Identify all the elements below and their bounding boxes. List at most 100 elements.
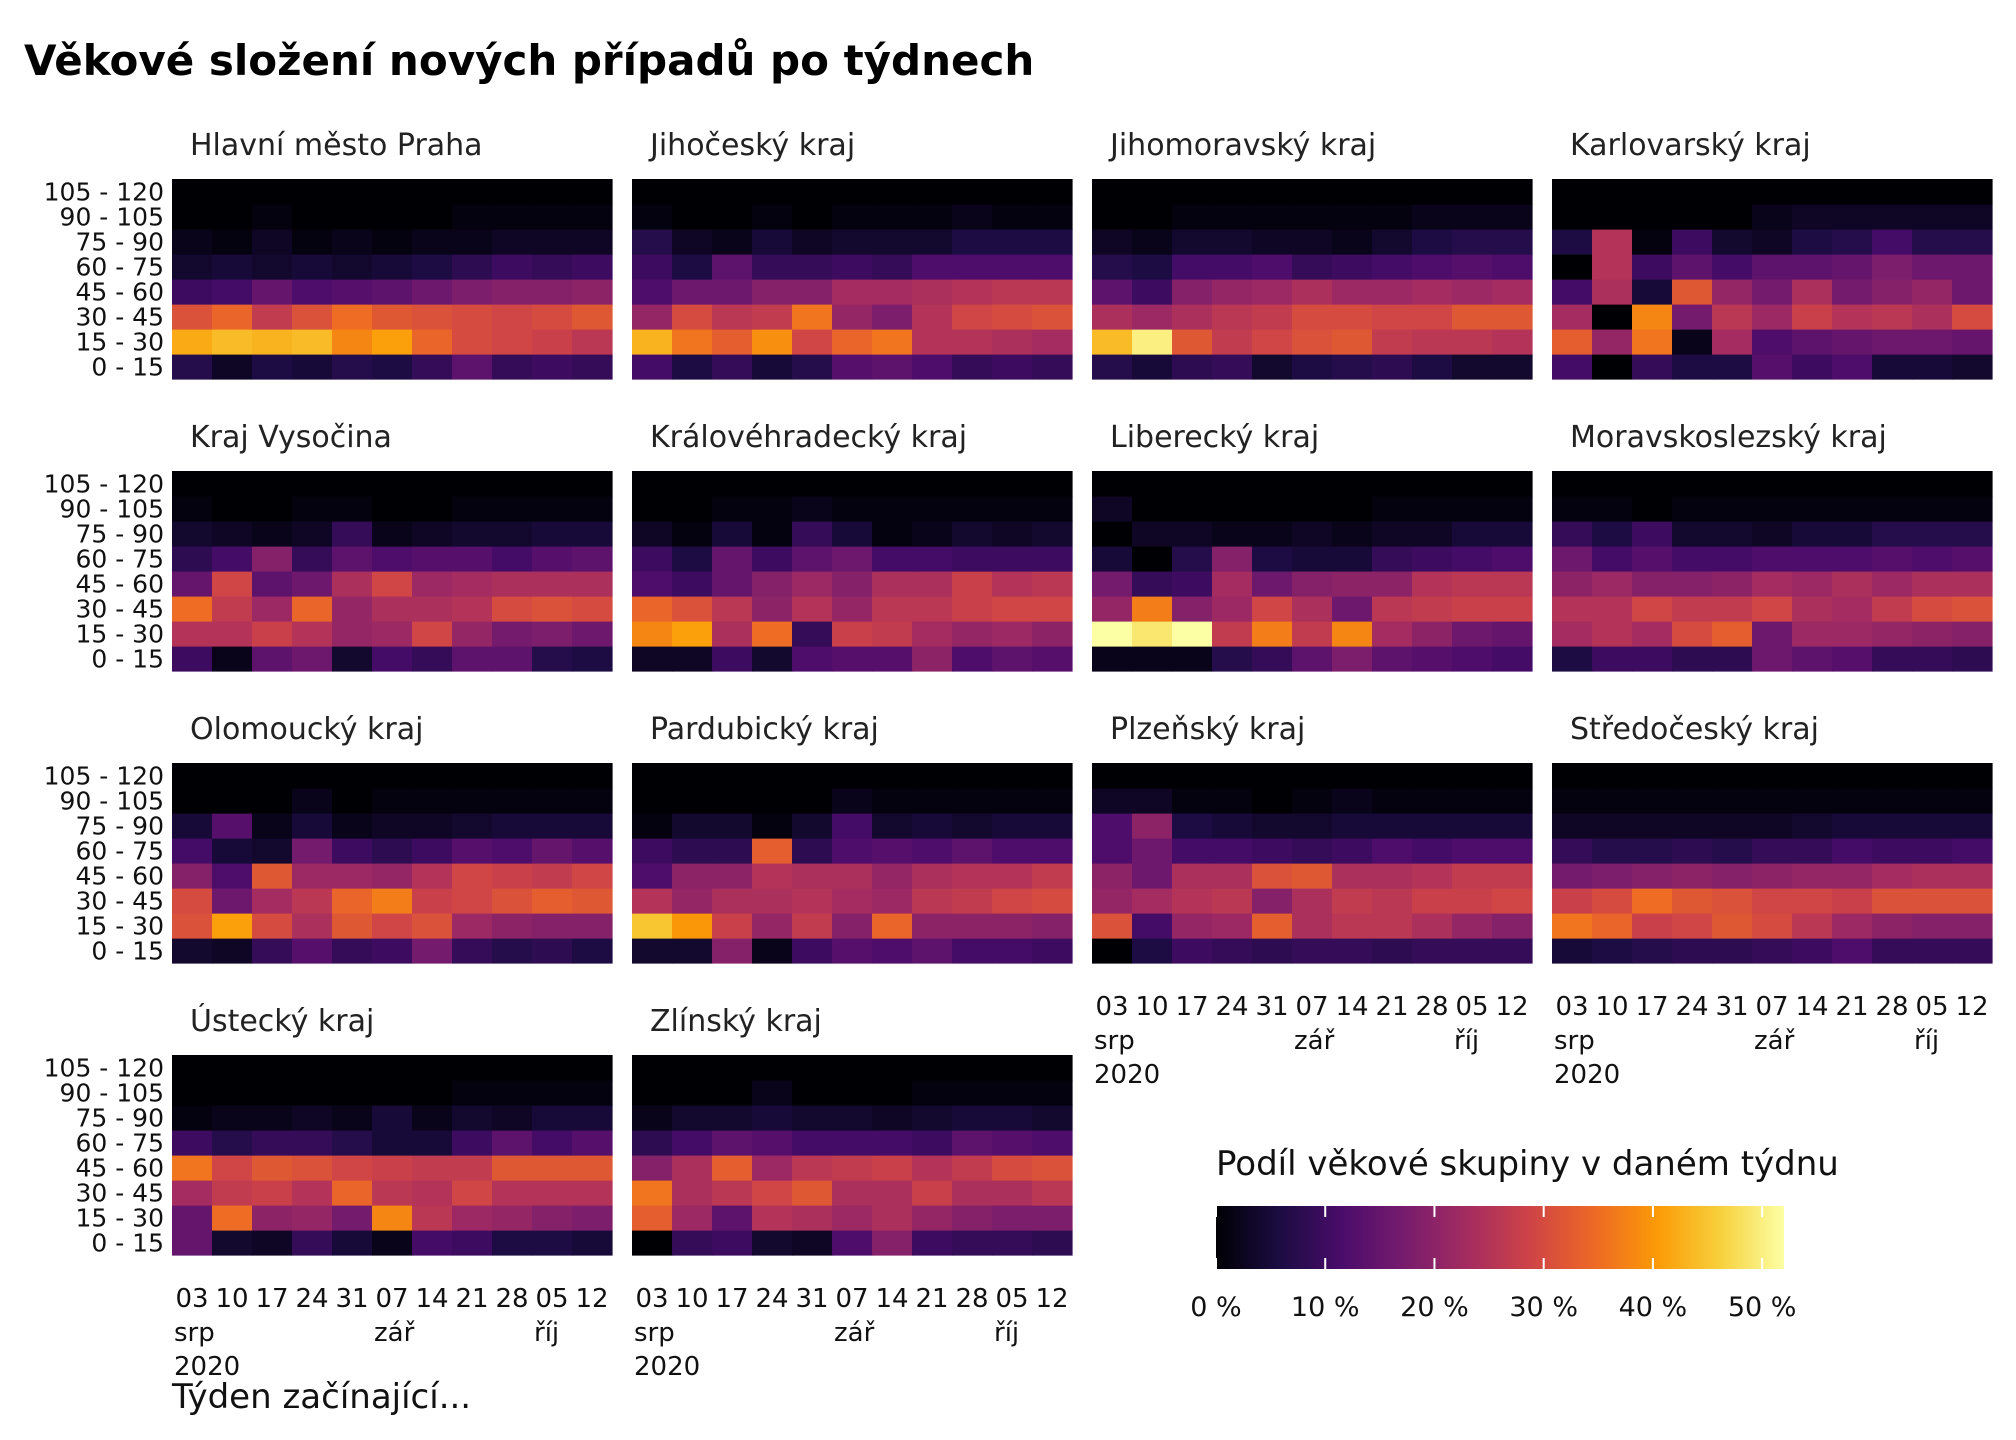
- heatmap-cell: [532, 621, 573, 647]
- heatmap-cell: [1792, 938, 1833, 964]
- heatmap-cell: [792, 938, 833, 964]
- heatmap-cell: [1492, 838, 1533, 864]
- heatmap-cell: [1452, 596, 1493, 622]
- heatmap-cell: [1332, 496, 1373, 522]
- heatmap-cell: [532, 1130, 573, 1156]
- heatmap-cell: [1632, 204, 1673, 230]
- heatmap-cell: [1632, 354, 1673, 380]
- heatmap-cell: [952, 763, 993, 789]
- heatmap-cell: [1452, 229, 1493, 255]
- heatmap-cell: [1492, 304, 1533, 330]
- heatmap-cell: [1252, 888, 1293, 914]
- heatmap-cell: [672, 204, 713, 230]
- heatmap-cell: [1912, 254, 1953, 280]
- heatmap-cell: [1292, 913, 1333, 939]
- heatmap-cell: [1412, 938, 1453, 964]
- heatmap-cell: [452, 938, 493, 964]
- heatmap-cell: [992, 329, 1033, 355]
- heatmap-cell: [1952, 304, 1993, 330]
- heatmap-cell: [452, 621, 493, 647]
- heatmap-cell: [992, 596, 1033, 622]
- heatmap-cell: [1032, 938, 1073, 964]
- heatmap-cell: [1492, 763, 1533, 789]
- heatmap-cell: [1552, 838, 1593, 864]
- heatmap-cell: [712, 813, 753, 839]
- heatmap-cell: [492, 279, 533, 305]
- heatmap-cell: [292, 863, 333, 889]
- heatmap-cell: [752, 1130, 793, 1156]
- heatmap-cell: [1212, 813, 1253, 839]
- heatmap-cell: [532, 1205, 573, 1231]
- heatmap-cell: [452, 204, 493, 230]
- heatmap-cell: [752, 329, 793, 355]
- heatmap-cell: [1372, 229, 1413, 255]
- y-tick-label: 0 - 15: [91, 645, 164, 674]
- heatmap-cell: [212, 521, 253, 547]
- heatmap-cell: [172, 354, 213, 380]
- heatmap-cell: [372, 1155, 413, 1181]
- y-tick-label: 75 - 90: [75, 228, 164, 257]
- heatmap-cell: [672, 646, 713, 672]
- heatmap-cell: [1952, 229, 1993, 255]
- heatmap-cell: [832, 1080, 873, 1106]
- heatmap-cell: [832, 1230, 873, 1256]
- y-tick-label: 60 - 75: [75, 1129, 164, 1158]
- x-tick-label: srp: [634, 1318, 675, 1348]
- heatmap-cell: [1172, 571, 1213, 597]
- heatmap-cell: [1252, 329, 1293, 355]
- heatmap-cell: [1592, 521, 1633, 547]
- heatmap-cell: [492, 763, 533, 789]
- heatmap-cell: [1372, 646, 1413, 672]
- x-tick-label: 10: [675, 1284, 708, 1314]
- heatmap-cell: [792, 571, 833, 597]
- heatmap-cell: [1032, 571, 1073, 597]
- heatmap-cell: [752, 813, 793, 839]
- facet-title: Královéhradecký kraj: [650, 420, 967, 455]
- heatmap-cell: [1032, 646, 1073, 672]
- heatmap-cell: [992, 354, 1033, 380]
- heatmap-cell: [1332, 279, 1373, 305]
- heatmap-cell: [1032, 254, 1073, 280]
- heatmap-cell: [292, 1180, 333, 1206]
- heatmap-cell: [1912, 621, 1953, 647]
- heatmap-cell: [912, 888, 953, 914]
- y-tick-label: 0 - 15: [91, 1229, 164, 1258]
- heatmap-cell: [1252, 596, 1293, 622]
- heatmap-cell: [1592, 279, 1633, 305]
- heatmap-cell: [572, 646, 613, 672]
- heatmap-cell: [532, 571, 573, 597]
- heatmap-cell: [212, 888, 253, 914]
- heatmap-cell: [1672, 813, 1713, 839]
- heatmap-cell: [452, 913, 493, 939]
- heatmap-cell: [1452, 646, 1493, 672]
- heatmap-cell: [572, 863, 613, 889]
- heatmap-cell: [1872, 304, 1913, 330]
- heatmap-cell: [952, 279, 993, 305]
- heatmap-cell: [992, 1205, 1033, 1231]
- heatmap-cell: [1792, 913, 1833, 939]
- heatmap-cell: [172, 1205, 213, 1231]
- facet-karlovarsky-kraj: Karlovarský kraj: [1552, 128, 1993, 380]
- heatmap-cell: [912, 204, 953, 230]
- heatmap-cell: [792, 596, 833, 622]
- heatmap-cell: [792, 471, 833, 497]
- heatmap-cell: [372, 646, 413, 672]
- heatmap-cell: [172, 1130, 213, 1156]
- heatmap-cell: [672, 596, 713, 622]
- heatmap-cell: [532, 471, 573, 497]
- heatmap-cell: [1132, 813, 1173, 839]
- heatmap-cell: [332, 788, 373, 814]
- heatmap-cell: [712, 763, 753, 789]
- heatmap-cell: [292, 521, 333, 547]
- heatmap-cell: [1452, 471, 1493, 497]
- heatmap-cell: [832, 621, 873, 647]
- x-tick-label: 05: [535, 1284, 568, 1314]
- y-tick-label: 0 - 15: [91, 353, 164, 382]
- heatmap-cell: [1032, 888, 1073, 914]
- heatmap-cell: [1912, 938, 1953, 964]
- heatmap-cell: [1632, 254, 1673, 280]
- heatmap-cell: [1212, 646, 1253, 672]
- heatmap-cell: [872, 1230, 913, 1256]
- heatmap-cell: [712, 1130, 753, 1156]
